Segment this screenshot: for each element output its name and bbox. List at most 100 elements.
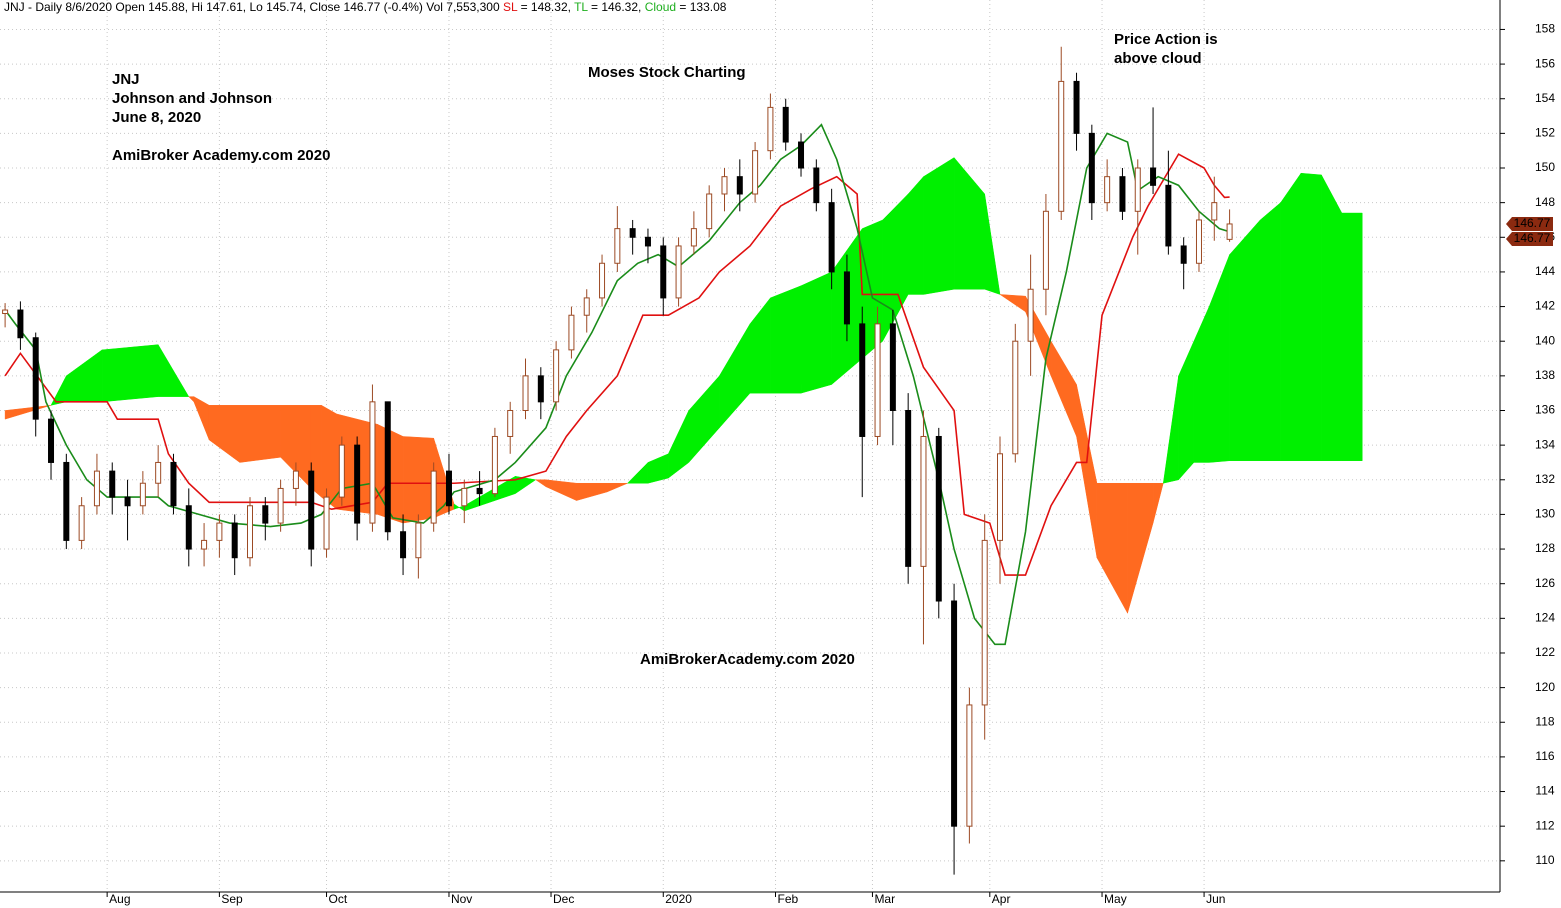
- candle-body: [644, 236, 651, 247]
- cloud-segment: [1193, 306, 1210, 463]
- candle-body: [2, 309, 9, 314]
- y-tick-label: 154: [1535, 91, 1555, 105]
- cloud-segment: [101, 344, 159, 403]
- x-tick-label: Feb: [778, 892, 799, 906]
- candle-body: [354, 444, 361, 524]
- candle-body: [461, 487, 468, 507]
- x-tick-label: Nov: [451, 892, 472, 906]
- candle-body: [614, 228, 621, 264]
- cloud-segment: [239, 405, 281, 463]
- indicator-line: [4, 153, 1230, 576]
- candle-body: [981, 539, 988, 706]
- cloud-segment: [208, 405, 241, 463]
- candle-body: [889, 323, 896, 411]
- candle-body: [675, 245, 682, 299]
- header-part: JNJ - Daily 8/6/2020 Open 145.88, Hi 147…: [4, 0, 503, 14]
- cloud-segment: [545, 479, 577, 501]
- x-tick-label: Apr: [992, 892, 1011, 906]
- cloud-segment: [647, 453, 669, 484]
- candle-body: [935, 435, 942, 602]
- cloud-segment: [1050, 340, 1077, 437]
- candle-body: [1119, 176, 1126, 212]
- cloud-segment: [800, 271, 832, 394]
- x-tick-label: Sep: [221, 892, 243, 906]
- candle-body: [522, 375, 529, 411]
- y-tick-label: 156: [1535, 56, 1555, 70]
- y-tick-label: 126: [1535, 576, 1555, 590]
- cloud-segment: [770, 285, 802, 394]
- candle-body: [277, 487, 284, 524]
- candle-body: [1012, 340, 1019, 455]
- y-tick-label: 144: [1535, 264, 1555, 278]
- candle-body: [93, 470, 100, 507]
- candle-body: [813, 167, 820, 204]
- candle-body: [139, 482, 146, 507]
- candle-body: [292, 470, 299, 489]
- candle-body: [859, 323, 866, 437]
- y-tick-label: 140: [1535, 333, 1555, 347]
- candle-body: [997, 453, 1003, 541]
- candle-body: [1134, 167, 1141, 212]
- candle-body: [1195, 219, 1202, 264]
- cloud-segment: [4, 405, 52, 420]
- cloud-segment: [157, 343, 190, 397]
- candle-body: [48, 418, 55, 463]
- candle-body: [1042, 210, 1049, 290]
- cloud-segment: [1300, 172, 1322, 461]
- cloud-segment: [1076, 384, 1098, 558]
- price-tag: [1506, 231, 1553, 246]
- cloud-segment: [626, 461, 649, 484]
- candle-body: [568, 314, 575, 351]
- cloud-segment: [719, 322, 751, 429]
- candle-body: [308, 470, 315, 550]
- candle-body: [660, 245, 667, 299]
- candle-body: [905, 409, 912, 567]
- candle-body: [1058, 80, 1065, 212]
- cloud-segment: [1162, 375, 1179, 484]
- candle-body: [736, 176, 743, 195]
- header-part: Cloud: [645, 0, 676, 14]
- cloud-segment: [907, 176, 924, 295]
- header-part: = 133.08: [676, 0, 727, 14]
- candle-body: [583, 297, 590, 316]
- candle-body: [323, 496, 330, 550]
- candle-body: [629, 228, 636, 238]
- candle-body: [400, 531, 407, 559]
- cloud-segment: [66, 349, 103, 403]
- candle-body: [752, 150, 759, 195]
- candle-body: [476, 487, 483, 495]
- annotation: June 8, 2020: [112, 109, 201, 126]
- candle-body: [599, 262, 606, 299]
- cloud-segment: [50, 375, 67, 406]
- candle-body: [1226, 223, 1233, 240]
- x-tick-label: Mar: [874, 892, 895, 906]
- y-tick-label: 114: [1535, 784, 1554, 798]
- cloud-segment: [953, 156, 985, 290]
- y-tick-label: 150: [1535, 160, 1555, 174]
- annotation: AmiBroker Academy.com 2020: [112, 147, 330, 164]
- candle-body: [155, 461, 162, 484]
- candle-body: [690, 228, 697, 247]
- y-tick-label: 116: [1535, 749, 1554, 763]
- candle-body: [124, 496, 131, 507]
- y-tick-label: 128: [1535, 541, 1555, 555]
- cloud-segment: [1229, 219, 1261, 461]
- candle-body: [1088, 132, 1095, 204]
- price-tag-label: 146.77: [1514, 231, 1551, 245]
- cloud-segment: [1152, 482, 1164, 524]
- candle-body: [1180, 245, 1187, 264]
- header-part: SL: [503, 0, 518, 14]
- cloud-segment: [688, 375, 720, 464]
- candle-body: [843, 271, 850, 325]
- candle-body: [369, 401, 376, 524]
- x-tick-label: Jun: [1206, 892, 1225, 906]
- cloud-segment: [668, 410, 690, 479]
- candle-body: [216, 522, 223, 541]
- candle-body: [1150, 167, 1157, 186]
- annotation: JNJ: [112, 71, 140, 88]
- candle-body: [491, 435, 498, 495]
- y-tick-label: 120: [1535, 680, 1555, 694]
- y-tick-label: 158: [1535, 22, 1555, 36]
- y-tick-label: 122: [1535, 645, 1555, 659]
